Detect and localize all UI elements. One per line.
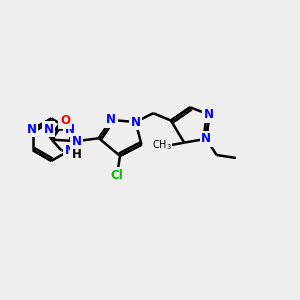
- Text: N: N: [201, 132, 211, 145]
- Text: $\sf{CH_3}$: $\sf{CH_3}$: [152, 139, 172, 152]
- Text: O: O: [60, 114, 70, 127]
- Text: N: N: [26, 123, 37, 136]
- Text: N: N: [130, 116, 141, 128]
- Text: N: N: [72, 135, 82, 148]
- Text: N: N: [65, 123, 75, 136]
- Text: N: N: [106, 113, 116, 127]
- Text: H: H: [72, 148, 82, 161]
- Text: N: N: [65, 144, 75, 157]
- Text: Cl: Cl: [111, 169, 123, 182]
- Text: N: N: [204, 108, 214, 121]
- Text: N: N: [44, 123, 53, 136]
